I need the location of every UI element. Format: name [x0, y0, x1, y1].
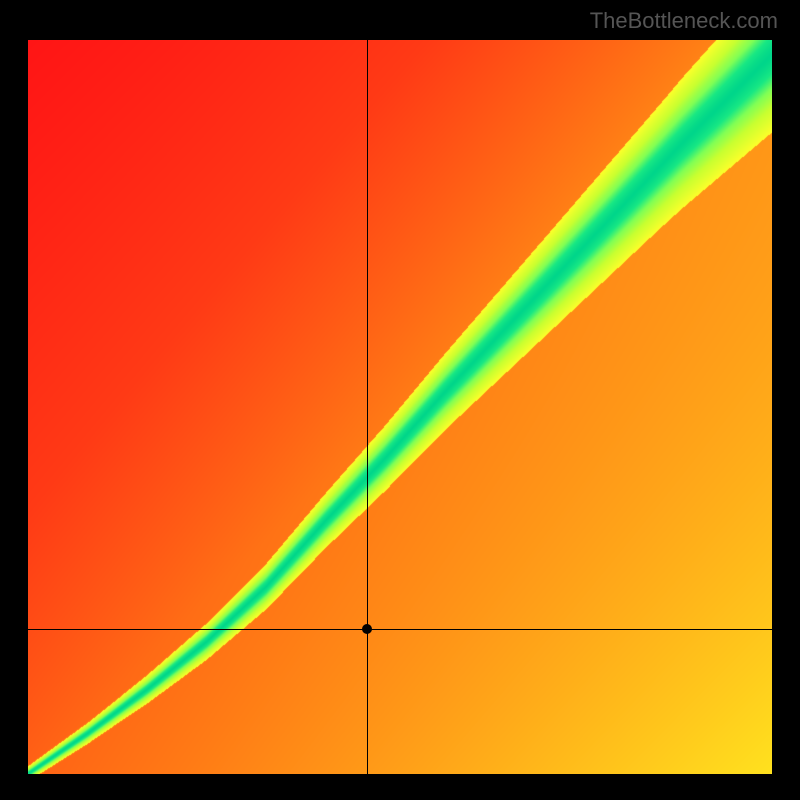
plot-area — [28, 40, 772, 774]
crosshair-horizontal — [28, 629, 772, 630]
watermark-text: TheBottleneck.com — [590, 8, 778, 34]
crosshair-vertical — [367, 40, 368, 774]
chart-container: TheBottleneck.com — [0, 0, 800, 800]
crosshair-marker — [362, 624, 372, 634]
heatmap-canvas — [28, 40, 772, 774]
